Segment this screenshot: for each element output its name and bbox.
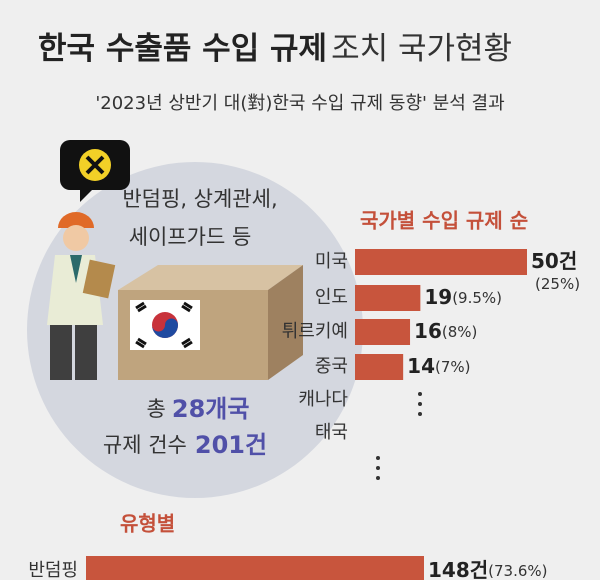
bar xyxy=(355,249,527,275)
chart-title: 유형별 xyxy=(120,512,175,536)
title-light: 조치 국가현황 xyxy=(331,31,512,67)
box-illustration xyxy=(118,265,303,380)
category-label: 중국 xyxy=(315,356,348,377)
value-label: 16(8%) xyxy=(414,319,477,343)
value: 16 xyxy=(414,319,442,343)
types-line1: 반덤핑, 상계관세, xyxy=(122,187,277,211)
value: 14 xyxy=(407,354,435,378)
share-label: (8%) xyxy=(442,323,478,341)
value: 19 xyxy=(424,285,452,309)
value-label: 19(9.5%) xyxy=(424,285,502,309)
total-cases-value: 201건 xyxy=(195,431,267,459)
share-label: (25%) xyxy=(535,275,580,293)
total-countries: 총 28개국 xyxy=(147,395,250,423)
share-label: (9.5%) xyxy=(452,289,502,307)
bar xyxy=(355,354,404,380)
value: 50건 xyxy=(531,249,577,273)
title-bold: 한국 수출품 수입 규제 xyxy=(38,31,327,67)
share-label: (7%) xyxy=(435,358,471,376)
category-label: 반덤핑 xyxy=(28,560,78,580)
subtitle: '2023년 상반기 대(對)한국 수입 규제 동향' 분석 결과 xyxy=(95,93,504,114)
value-label: 148건(73.6%) xyxy=(428,558,548,580)
total-prefix: 총 xyxy=(147,397,166,421)
ellipsis xyxy=(376,392,422,480)
category-label: 캐나다 xyxy=(298,389,348,410)
cases-prefix: 규제 건수 xyxy=(103,433,187,457)
total-cases: 규제 건수 201건 xyxy=(103,431,267,459)
value-label: 50건 (25%) xyxy=(531,249,580,293)
category-label: 미국 xyxy=(315,251,348,272)
category-label: 태국 xyxy=(315,422,348,443)
worker-illustration xyxy=(47,140,130,380)
total-countries-value: 28개국 xyxy=(172,395,250,423)
chart-title: 국가별 수입 규제 순 xyxy=(360,209,528,233)
bar xyxy=(355,319,411,345)
value: 148건 xyxy=(428,558,488,580)
value-label: 14(7%) xyxy=(407,354,470,378)
types-line2: 세이프가드 등 xyxy=(129,225,252,249)
share-label: (73.6%) xyxy=(488,562,547,580)
category-label: 인도 xyxy=(315,287,348,308)
bar xyxy=(355,285,421,311)
category-label: 튀르키예 xyxy=(282,321,348,342)
bar xyxy=(86,556,424,580)
title: 한국 수출품 수입 규제 조치 국가현황 xyxy=(38,31,512,67)
